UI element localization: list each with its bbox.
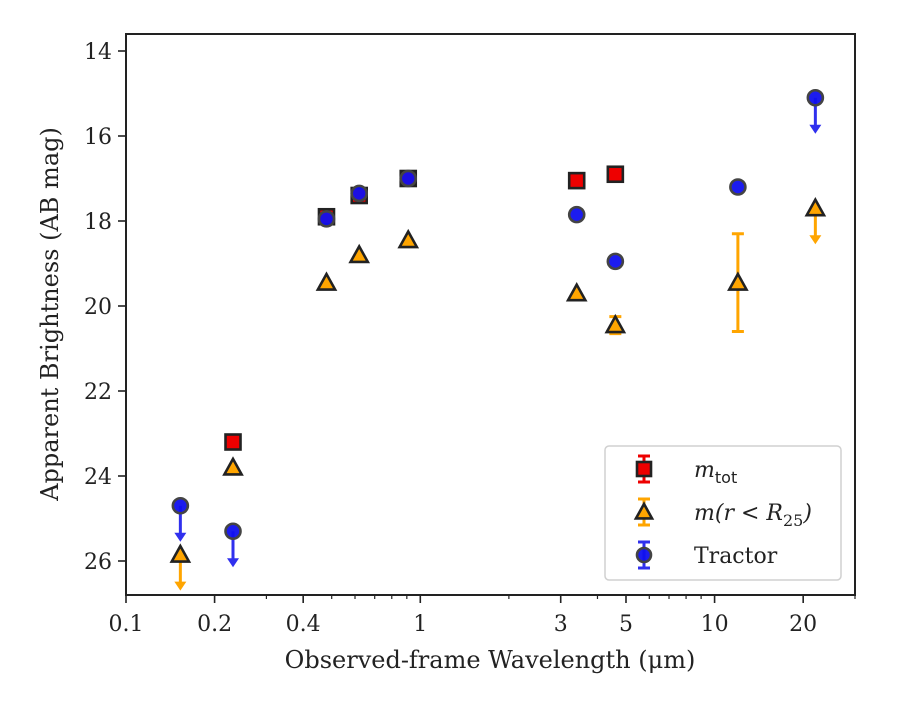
series-0 [224, 165, 625, 451]
upper-limit-arrowhead [227, 558, 240, 568]
y-tick-label: 26 [84, 550, 112, 575]
data-point [727, 271, 749, 291]
series-2 [171, 88, 825, 568]
y-tick-label: 16 [84, 125, 112, 150]
legend-frame [604, 445, 842, 581]
upper-limit-arrowhead [809, 124, 822, 134]
x-tick-label: 0.1 [109, 612, 144, 637]
data-point [606, 165, 625, 184]
upper-limit-arrowhead [174, 581, 187, 591]
upper-limit-arrowhead [174, 532, 187, 542]
legend-label-0: mtot [694, 458, 737, 487]
data-point [397, 228, 420, 249]
y-tick-label: 14 [84, 40, 112, 65]
legend-label-2: Tractor [694, 544, 778, 569]
x-tick-label: 0.2 [197, 612, 232, 637]
marks-layer [169, 88, 827, 591]
data-point [222, 456, 244, 476]
data-point [348, 243, 371, 264]
data-point [169, 543, 192, 563]
legend: mtot m(r < R25) Tractor [604, 445, 842, 581]
data-point [567, 205, 586, 224]
data-point [606, 252, 625, 271]
x-tick-label: 3 [554, 612, 568, 637]
y-tick-label: 18 [84, 210, 112, 235]
data-point [729, 178, 747, 196]
data-point [171, 496, 190, 515]
data-point [804, 196, 827, 217]
legend-marker-1 [633, 501, 655, 520]
data-point [567, 171, 586, 190]
legend-marker-0 [635, 460, 653, 478]
x-tick-label: 1 [413, 612, 427, 637]
x-tick-label: 10 [701, 612, 729, 637]
upper-limit-arrowhead [809, 235, 822, 245]
series-1 [169, 196, 827, 591]
legend-marker-2 [635, 546, 653, 564]
legend-label-1: m(r < R25) [694, 501, 812, 530]
x-axis-label: Observed-frame Wavelength (μm) [285, 646, 696, 674]
ticks-layer: 0.1 0.2 0.4 1 3 5 10 20 14 16 18 20 22 24 26 [84, 40, 856, 637]
data-point [315, 271, 338, 291]
x-tick-label: 5 [619, 612, 633, 637]
plot-frame [125, 33, 856, 596]
y-tick-label: 22 [84, 380, 112, 405]
y-axis-label: Apparent Brightness (AB mag) [36, 127, 64, 502]
x-tick-label: 20 [789, 612, 817, 637]
data-point [317, 210, 336, 228]
data-point [806, 88, 825, 107]
data-point [224, 522, 242, 541]
data-point [565, 281, 588, 302]
data-point [350, 184, 368, 203]
x-tick-label: 0.4 [286, 612, 321, 637]
data-point [399, 169, 418, 188]
data-point [224, 433, 242, 451]
data-point [604, 313, 627, 334]
y-tick-label: 20 [84, 295, 112, 320]
y-tick-label: 24 [84, 465, 112, 490]
